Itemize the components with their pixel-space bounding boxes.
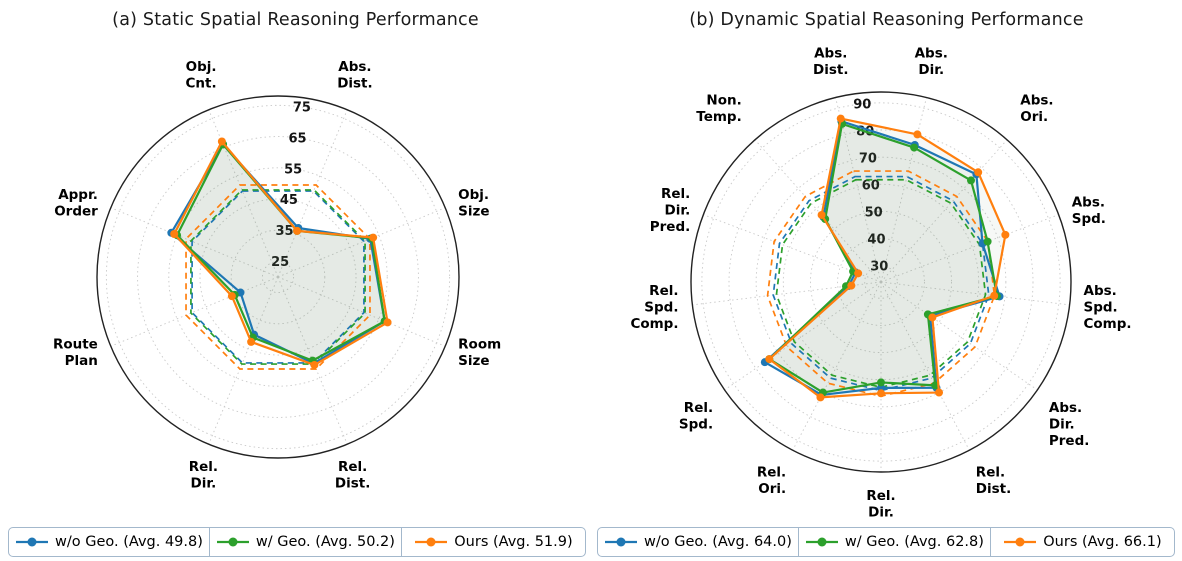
legend-item-ours: Ours (Avg. 66.1) (989, 528, 1174, 556)
static-chart-panel: 25 35 45 55 65 75 Obj.Cnt. Abs.Dist. Obj.Size Roo… (0, 0, 591, 522)
svg-text:Rel.Dist.: Rel. Dist. (976, 465, 1011, 498)
legend-dynamic: w/o Geo. (Avg. 64.0) w/ Geo. (Avg. 62.8) O… (597, 527, 1175, 557)
legend-item-wo-geo: w/o Geo. (Avg. 49.8) (9, 528, 209, 556)
svg-text:Abs.Spd.: Abs. Spd. (1072, 194, 1106, 227)
legend-static: w/o Geo. (Avg. 49.8) w/ Geo. (Avg. 50.2) O… (8, 527, 586, 557)
legend-label: w/o Geo. (Avg. 64.0) (644, 534, 792, 550)
svg-text:65: 65 (288, 131, 306, 146)
svg-text:Abs.Dir.: Abs. Dir. (915, 46, 948, 79)
svg-text:75: 75 (293, 101, 311, 116)
svg-text:Rel.Spd.Comp.: Rel. Spd. Comp. (630, 283, 678, 332)
svg-text:70: 70 (859, 151, 877, 166)
legend-label: w/o Geo. (Avg. 49.8) (55, 534, 203, 550)
legend-item-w-geo: w/ Geo. (Avg. 50.2) (208, 528, 401, 556)
radar-chart-static: 25 35 45 55 65 75 Obj.Cnt. Abs.Dist. Obj.Size Roo… (53, 59, 501, 492)
chart-title-dynamic: (b) Dynamic Spatial Reasoning Performanc… (689, 10, 1084, 30)
svg-text:Rel.Spd.: Rel. Spd. (679, 400, 713, 433)
svg-text:35: 35 (275, 224, 293, 239)
series-ours-avg-ring (185, 184, 371, 370)
svg-text:Abs.Dir.Pred.: Abs. Dir. Pred. (1049, 400, 1090, 449)
svg-text:Abs.Dist.: Abs. Dist. (337, 59, 372, 92)
radar-chart-dynamic: 30405060708090Abs.Dist.Abs.Dir.Abs.Ori.A… (630, 46, 1131, 521)
svg-text:40: 40 (867, 232, 885, 247)
radial-tick-labels: 25 35 45 55 65 75 (271, 101, 311, 271)
legend-label: Ours (Avg. 51.9) (454, 534, 573, 550)
legend-label: w/ Geo. (Avg. 50.2) (255, 534, 395, 550)
legend-item-w-geo: w/ Geo. (Avg. 62.8) (797, 528, 990, 556)
series-w-geo-avg-ring (775, 178, 987, 389)
svg-text:30: 30 (870, 259, 888, 274)
svg-text:60: 60 (862, 178, 880, 193)
svg-text:45: 45 (280, 193, 298, 208)
chart-title-static: (a) Static Spatial Reasoning Performance (112, 10, 479, 30)
series-ours-fill (769, 118, 1006, 398)
svg-text:Appr.Order: Appr. Order (54, 187, 98, 220)
series-ours-markers (765, 114, 1010, 402)
series-ours-avg-ring (766, 170, 996, 398)
grid (96, 95, 460, 459)
axis-labels: Abs. Dist. Abs. Dir. Abs. Ori. Abs. Spd. Abs. Spd… (630, 46, 1131, 521)
axis-labels: Obj. Cnt. Abs. Dist. Obj. Size Room Size Rel. Dis… (53, 59, 501, 492)
svg-text:Obj.Cnt.: Obj. Cnt. (186, 59, 217, 92)
legend-line-marker-icon (415, 537, 448, 547)
legend-item-wo-geo: w/o Geo. (Avg. 64.0) (598, 528, 798, 556)
svg-text:50: 50 (865, 205, 883, 220)
legend-label: Ours (Avg. 66.1) (1043, 534, 1162, 550)
dynamic-chart-panel: 30405060708090Abs.Dist.Abs.Dir.Abs.Ori.A… (591, 0, 1182, 522)
outer-ring (690, 91, 1072, 473)
legend-item-ours: Ours (Avg. 51.9) (400, 528, 585, 556)
svg-text:90: 90 (853, 97, 871, 112)
svg-text:Rel.Dist.: Rel. Dist. (335, 459, 370, 492)
svg-text:Rel.Ori.: Rel. Ori. (757, 465, 786, 498)
svg-text:Abs.Spd.Comp.: Abs. Spd. Comp. (1084, 283, 1132, 332)
svg-text:Obj.Size: Obj. Size (458, 187, 489, 220)
svg-text:55: 55 (284, 162, 302, 177)
svg-text:Abs.Ori.: Abs. Ori. (1020, 92, 1053, 125)
legend-line-marker-icon (805, 537, 838, 547)
svg-text:Non.Temp.: Non. Temp. (696, 92, 741, 125)
series-w-geo-fill (769, 123, 997, 393)
svg-text:Rel.Dir.: Rel. Dir. (866, 488, 895, 521)
svg-text:Rel.Dir.Pred.: Rel. Dir. Pred. (650, 186, 691, 235)
legend-label: w/ Geo. (Avg. 62.8) (844, 534, 984, 550)
svg-text:Abs.Dist.: Abs. Dist. (813, 46, 848, 79)
series-ours-markers (170, 137, 392, 369)
legend-line-marker-icon (1004, 537, 1037, 547)
legend-line-marker-icon (216, 537, 249, 547)
svg-text:Rel.Dir.: Rel. Dir. (189, 459, 218, 492)
svg-text:25: 25 (271, 255, 289, 270)
series-wo-geo-fill (764, 121, 1000, 395)
outer-ring (96, 95, 460, 459)
legend-line-marker-icon (605, 537, 637, 547)
legend-line-marker-icon (16, 537, 48, 547)
series-w-geo-fill (177, 144, 385, 361)
